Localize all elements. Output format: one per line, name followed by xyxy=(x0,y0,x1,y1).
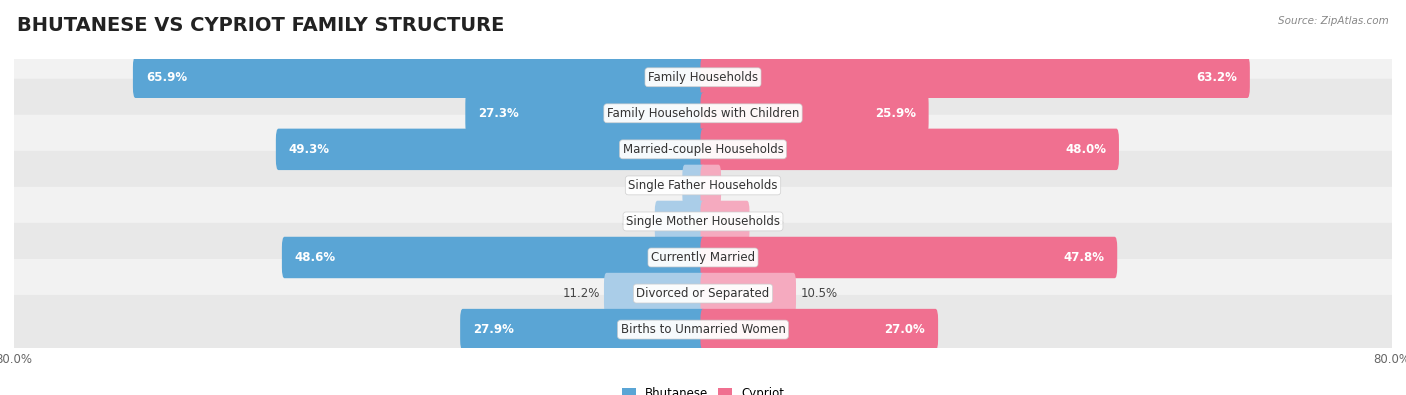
Text: 10.5%: 10.5% xyxy=(800,287,838,300)
Text: Family Households with Children: Family Households with Children xyxy=(607,107,799,120)
Text: 27.9%: 27.9% xyxy=(472,323,515,336)
Text: Single Father Households: Single Father Households xyxy=(628,179,778,192)
FancyBboxPatch shape xyxy=(700,309,938,350)
FancyBboxPatch shape xyxy=(700,129,1119,170)
FancyBboxPatch shape xyxy=(700,92,928,134)
FancyBboxPatch shape xyxy=(605,273,706,314)
Text: Currently Married: Currently Married xyxy=(651,251,755,264)
FancyBboxPatch shape xyxy=(700,165,721,206)
FancyBboxPatch shape xyxy=(134,56,706,98)
Text: Married-couple Households: Married-couple Households xyxy=(623,143,783,156)
Text: BHUTANESE VS CYPRIOT FAMILY STRUCTURE: BHUTANESE VS CYPRIOT FAMILY STRUCTURE xyxy=(17,16,505,35)
Text: 27.3%: 27.3% xyxy=(478,107,519,120)
FancyBboxPatch shape xyxy=(700,273,796,314)
Text: 47.8%: 47.8% xyxy=(1063,251,1104,264)
Text: 5.1%: 5.1% xyxy=(754,215,783,228)
FancyBboxPatch shape xyxy=(10,43,1396,112)
FancyBboxPatch shape xyxy=(682,165,706,206)
Text: 11.2%: 11.2% xyxy=(562,287,599,300)
Text: Source: ZipAtlas.com: Source: ZipAtlas.com xyxy=(1278,16,1389,26)
FancyBboxPatch shape xyxy=(465,92,706,134)
Text: 65.9%: 65.9% xyxy=(146,71,187,84)
FancyBboxPatch shape xyxy=(700,237,1118,278)
FancyBboxPatch shape xyxy=(281,237,706,278)
Text: 27.0%: 27.0% xyxy=(884,323,925,336)
FancyBboxPatch shape xyxy=(700,201,749,242)
Text: 5.3%: 5.3% xyxy=(621,215,651,228)
Text: Single Mother Households: Single Mother Households xyxy=(626,215,780,228)
Text: 49.3%: 49.3% xyxy=(288,143,330,156)
Text: 1.8%: 1.8% xyxy=(725,179,755,192)
Text: 63.2%: 63.2% xyxy=(1197,71,1237,84)
FancyBboxPatch shape xyxy=(10,295,1396,364)
FancyBboxPatch shape xyxy=(10,79,1396,148)
FancyBboxPatch shape xyxy=(10,223,1396,292)
Legend: Bhutanese, Cypriot: Bhutanese, Cypriot xyxy=(617,383,789,395)
FancyBboxPatch shape xyxy=(10,187,1396,256)
Text: 25.9%: 25.9% xyxy=(875,107,915,120)
FancyBboxPatch shape xyxy=(10,151,1396,220)
Text: 48.6%: 48.6% xyxy=(295,251,336,264)
Text: Births to Unmarried Women: Births to Unmarried Women xyxy=(620,323,786,336)
FancyBboxPatch shape xyxy=(700,56,1250,98)
FancyBboxPatch shape xyxy=(655,201,706,242)
FancyBboxPatch shape xyxy=(460,309,706,350)
Text: Divorced or Separated: Divorced or Separated xyxy=(637,287,769,300)
Text: Family Households: Family Households xyxy=(648,71,758,84)
FancyBboxPatch shape xyxy=(10,115,1396,184)
Text: 2.1%: 2.1% xyxy=(648,179,678,192)
FancyBboxPatch shape xyxy=(276,129,706,170)
FancyBboxPatch shape xyxy=(10,259,1396,328)
Text: 48.0%: 48.0% xyxy=(1064,143,1107,156)
